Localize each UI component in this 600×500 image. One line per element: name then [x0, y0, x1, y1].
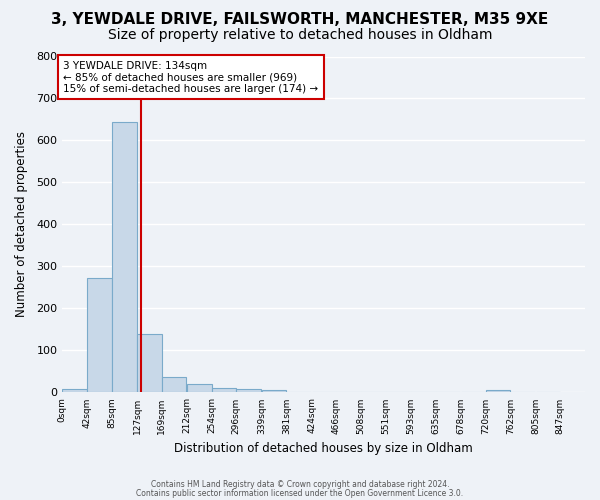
- Text: Contains public sector information licensed under the Open Government Licence 3.: Contains public sector information licen…: [136, 488, 464, 498]
- Bar: [187, 384, 212, 392]
- Bar: [137, 334, 161, 392]
- X-axis label: Distribution of detached houses by size in Oldham: Distribution of detached houses by size …: [174, 442, 473, 455]
- Bar: [112, 122, 137, 392]
- Bar: [262, 390, 286, 392]
- Text: 3 YEWDALE DRIVE: 134sqm
← 85% of detached houses are smaller (969)
15% of semi-d: 3 YEWDALE DRIVE: 134sqm ← 85% of detache…: [64, 60, 319, 94]
- Bar: [161, 377, 187, 392]
- Bar: [236, 389, 261, 392]
- Bar: [87, 278, 112, 392]
- Bar: [62, 389, 87, 392]
- Bar: [485, 390, 511, 392]
- Text: Size of property relative to detached houses in Oldham: Size of property relative to detached ho…: [108, 28, 492, 42]
- Text: Contains HM Land Registry data © Crown copyright and database right 2024.: Contains HM Land Registry data © Crown c…: [151, 480, 449, 489]
- Y-axis label: Number of detached properties: Number of detached properties: [15, 132, 28, 318]
- Text: 3, YEWDALE DRIVE, FAILSWORTH, MANCHESTER, M35 9XE: 3, YEWDALE DRIVE, FAILSWORTH, MANCHESTER…: [52, 12, 548, 28]
- Bar: [212, 388, 236, 392]
